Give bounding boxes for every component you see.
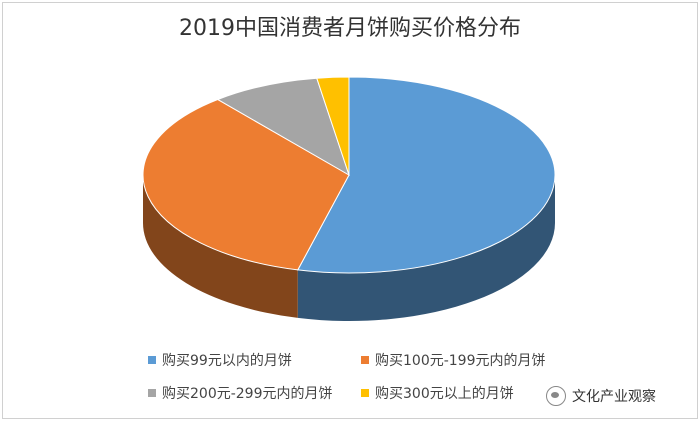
watermark-text: 文化产业观察 bbox=[572, 389, 656, 405]
watermark: 文化产业观察 bbox=[546, 386, 656, 406]
legend-swatch-3 bbox=[361, 389, 369, 397]
legend-label-2: 购买200元-299元内的月饼 bbox=[162, 386, 333, 402]
legend-item-2: 购买200元-299元内的月饼 bbox=[148, 383, 333, 403]
slice-side-0-0 bbox=[297, 175, 555, 321]
legend-item-3: 购买300元以上的月饼 bbox=[361, 383, 514, 403]
legend-item-1: 购买100元-199元内的月饼 bbox=[361, 350, 546, 370]
legend-swatch-0 bbox=[148, 356, 156, 364]
legend-item-0: 购买99元以内的月饼 bbox=[148, 350, 292, 370]
legend-swatch-1 bbox=[361, 356, 369, 364]
legend-label-3: 购买300元以上的月饼 bbox=[375, 386, 514, 402]
wechat-icon bbox=[546, 386, 566, 406]
chart-title: 2019中国消费者月饼购买价格分布 bbox=[179, 16, 521, 41]
legend-label-0: 购买99元以内的月饼 bbox=[162, 353, 292, 369]
slice-0 bbox=[296, 76, 556, 274]
legend-swatch-2 bbox=[148, 389, 156, 397]
slice-1 bbox=[142, 98, 350, 271]
slice-3 bbox=[316, 76, 350, 176]
slice-2 bbox=[216, 77, 350, 177]
slice-side-1-0 bbox=[143, 175, 298, 318]
legend-label-1: 购买100元-199元内的月饼 bbox=[375, 353, 546, 369]
